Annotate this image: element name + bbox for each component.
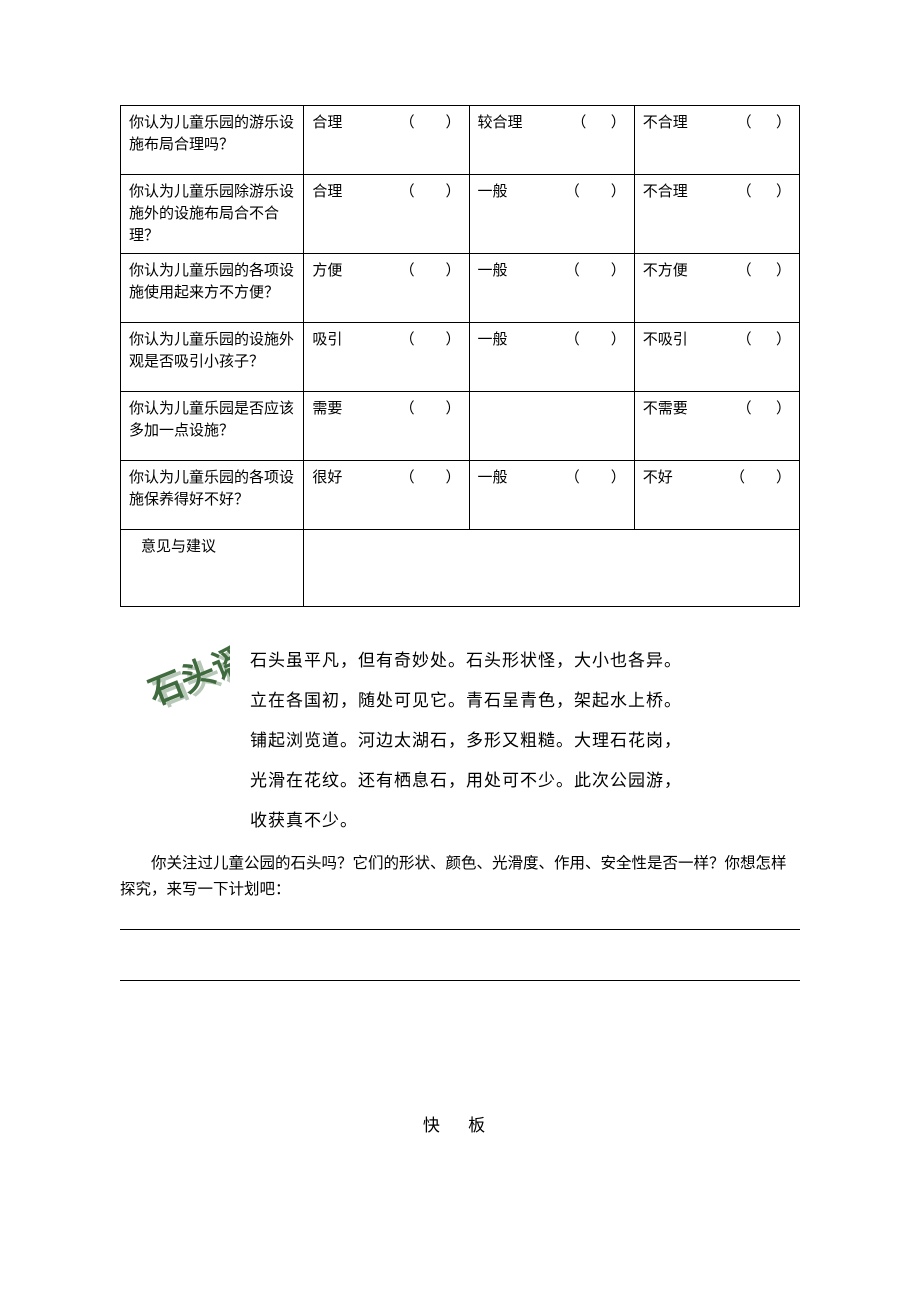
survey-option[interactable]: 较合理 （ ） (469, 106, 634, 175)
option-label: 很好 (312, 467, 342, 489)
option-label: 方便 (312, 260, 342, 282)
survey-option[interactable] (469, 392, 634, 461)
survey-option[interactable]: 一般 （ ） (469, 323, 634, 392)
paren-close: ） (446, 181, 461, 203)
survey-option[interactable]: 合理 （ ） (304, 106, 469, 175)
paren-close: ） (446, 260, 461, 282)
paren-open: （ (730, 467, 745, 489)
answer-line[interactable] (120, 980, 800, 981)
option-label: 不需要 (643, 398, 688, 420)
survey-option[interactable]: 一般 （ ） (469, 461, 634, 530)
option-label: 吸引 (312, 329, 342, 351)
paren-open: （ (400, 398, 415, 420)
paren-open: （ (571, 112, 586, 134)
paren-open: （ (565, 181, 580, 203)
wordart-title-icon: 石头谣 石头谣 (110, 645, 230, 745)
paren-close: ） (611, 260, 626, 282)
poem-body: 石头虽平凡，但有奇妙处。石头形状怪，大小也各异。立在各国初，随处可见它。青石呈青… (250, 641, 800, 841)
table-row: 你认为儿童乐园的各项设施保养得好不好？ 很好 （ ） 一般 （ ） 不好 （ ） (121, 461, 800, 530)
footer-heading: 快 板 (120, 1111, 800, 1136)
survey-option[interactable]: 不需要 （ ） (634, 392, 799, 461)
survey-option[interactable]: 不好 （ ） (634, 461, 799, 530)
option-label: 不方便 (643, 260, 688, 282)
survey-option[interactable]: 不吸引 （ ） (634, 323, 799, 392)
option-label: 一般 (478, 260, 508, 282)
poem-section: 石头谣 石头谣 石头虽平凡，但有奇妙处。石头形状怪，大小也各异。立在各国初，随处… (120, 641, 800, 841)
paren-open: （ (565, 467, 580, 489)
paren-close: ） (776, 329, 791, 351)
survey-option[interactable]: 很好 （ ） (304, 461, 469, 530)
paren-close: ） (776, 398, 791, 420)
survey-option[interactable]: 不合理 （ ） (634, 106, 799, 175)
paren-open: （ (400, 181, 415, 203)
paren-close: ） (611, 329, 626, 351)
survey-option[interactable]: 方便 （ ） (304, 254, 469, 323)
option-label: 合理 (312, 112, 342, 134)
poem-line: 立在各国初，随处可见它。青石呈青色，架起水上桥。 (250, 681, 800, 721)
table-row: 你认为儿童乐园是否应该多加一点设施？ 需要 （ ） 不需要 （ ） (121, 392, 800, 461)
option-label: 不好 (643, 467, 673, 489)
survey-question: 你认为儿童乐园的各项设施使用起来方不方便？ (121, 254, 304, 323)
survey-table: 你认为儿童乐园的游乐设施布局合理吗？合理（）较合理（）不合理（）你认为儿童乐园除… (120, 105, 800, 607)
paren-open: （ (737, 329, 752, 351)
follow-up-question: 你关注过儿童公园的石头吗？它们的形状、颜色、光滑度、作用、安全性是否一样？你想怎… (120, 851, 800, 903)
paren-close: ） (611, 112, 626, 134)
option-label: 需要 (312, 398, 342, 420)
paren-close: ） (776, 181, 791, 203)
suggestion-label: 意见与建议 (121, 530, 304, 607)
survey-option[interactable]: 不方便 （ ） (634, 254, 799, 323)
paren-close: ） (611, 467, 626, 489)
table-row: 你认为儿童乐园除游乐设施外的设施布局合不合理？ 合理 （ ） 一般 （ ） 不合理 （ ） (121, 175, 800, 254)
survey-question: 你认为儿童乐园的游乐设施布局合理吗？ (121, 106, 304, 175)
paren-open: （ (737, 398, 752, 420)
poem-line: 收获真不少。 (250, 801, 800, 841)
table-row: 你认为儿童乐园的设施外观是否吸引小孩子？ 吸引 （ ） 一般 （ ） 不吸引 （ ） (121, 323, 800, 392)
survey-option[interactable]: 需要 （ ） (304, 392, 469, 461)
poem-line: 光滑在花纹。还有栖息石，用处可不少。此次公园游， (250, 761, 800, 801)
paren-open: （ (737, 260, 752, 282)
paren-close: ） (446, 467, 461, 489)
paren-open: （ (565, 260, 580, 282)
suggestion-input-area[interactable] (304, 530, 800, 607)
paren-close: ） (776, 260, 791, 282)
option-label: 不合理 (643, 181, 688, 203)
option-label: 不合理 (643, 112, 688, 134)
option-label: 合理 (312, 181, 342, 203)
paren-open: （ (400, 260, 415, 282)
paren-close: ） (446, 112, 461, 134)
paren-open: （ (400, 467, 415, 489)
paren-open: （ (400, 112, 415, 134)
survey-option[interactable]: 一般 （ ） (469, 254, 634, 323)
paren-close: ） (611, 181, 626, 203)
paren-open: （ (737, 112, 752, 134)
paren-close: ） (776, 112, 791, 134)
survey-option[interactable]: 合理 （ ） (304, 175, 469, 254)
option-label: 较合理 (478, 112, 523, 134)
survey-question: 你认为儿童乐园的设施外观是否吸引小孩子？ (121, 323, 304, 392)
option-label: 不吸引 (643, 329, 688, 351)
poem-line: 石头虽平凡，但有奇妙处。石头形状怪，大小也各异。 (250, 641, 800, 681)
paren-open: （ (737, 181, 752, 203)
paren-close: ） (446, 398, 461, 420)
option-label: 一般 (478, 181, 508, 203)
survey-option[interactable]: 一般 （ ） (469, 175, 634, 254)
paren-open: （ (400, 329, 415, 351)
paren-open: （ (565, 329, 580, 351)
paren-close: ） (776, 467, 791, 489)
table-row: 你认为儿童乐园的各项设施使用起来方不方便？ 方便 （ ） 一般 （ ） 不方便 （ ） (121, 254, 800, 323)
survey-question: 你认为儿童乐园是否应该多加一点设施？ (121, 392, 304, 461)
paren-close: ） (446, 329, 461, 351)
survey-question: 你认为儿童乐园除游乐设施外的设施布局合不合理？ (121, 175, 304, 254)
option-label: 一般 (478, 329, 508, 351)
survey-option[interactable]: 不合理 （ ） (634, 175, 799, 254)
survey-question: 你认为儿童乐园的各项设施保养得好不好？ (121, 461, 304, 530)
survey-option[interactable]: 吸引 （ ） (304, 323, 469, 392)
suggestion-row: 意见与建议 (121, 530, 800, 607)
answer-line[interactable] (120, 929, 800, 930)
document-page: 你认为儿童乐园的游乐设施布局合理吗？合理（）较合理（）不合理（）你认为儿童乐园除… (0, 0, 920, 1302)
table-row: 你认为儿童乐园的游乐设施布局合理吗？ 合理 （ ） 较合理 （ ） 不合理 （ ） (121, 106, 800, 175)
option-label: 一般 (478, 467, 508, 489)
poem-line: 铺起浏览道。河边太湖石，多形又粗糙。大理石花岗， (250, 721, 800, 761)
